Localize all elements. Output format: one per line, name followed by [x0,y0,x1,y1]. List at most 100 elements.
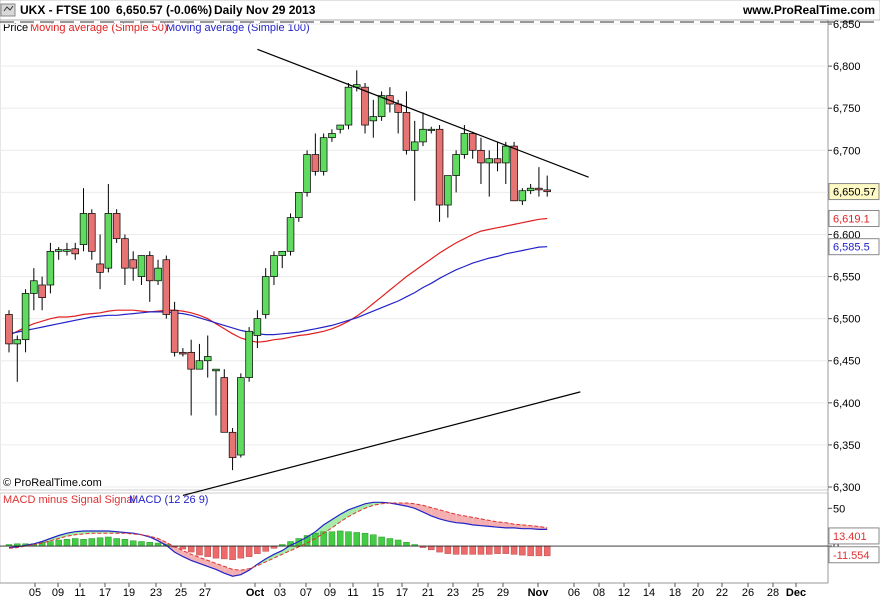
candle-body-up [63,249,71,252]
candle [237,373,245,458]
candle-body-up [104,213,113,269]
ma50-price-label: 6,619.1 [833,213,870,225]
candle [146,251,154,302]
candle-body-up [286,217,295,252]
candle [452,150,460,193]
macd-hist-bar-up [320,531,327,547]
candle [535,167,543,197]
x-tick-label: 11 [347,587,358,599]
candle-body-up [328,133,336,139]
macd-signal-fill [174,546,183,557]
candle [493,141,502,172]
candle-body-up [518,190,527,202]
x-tick-label: 27 [199,587,211,599]
last-price-label: 6,650.57 [833,187,876,199]
candle [5,310,13,353]
candle-body-up [502,145,510,164]
price-tick-label: 6,850 [833,19,861,31]
candle [129,251,137,281]
candle-body-up [419,128,427,143]
candle [278,250,286,269]
candle [419,112,427,147]
candle-body-down [220,377,229,433]
macd-signal-fill [331,514,341,528]
candle-body-up [295,192,303,218]
header-site[interactable]: www.ProRealTime.com [742,3,875,17]
macd-hist-bar-up [96,537,104,547]
header-quote: 6,650.57 (-0.06%) [116,3,212,17]
candle [485,150,493,197]
x-tick-label: 25 [175,587,187,599]
macd-hist-bar-down [469,545,476,555]
macd-signal-fill [439,509,448,522]
candle [261,268,270,319]
macd-hist-bar-up [47,541,54,547]
macd-signal-fill [414,503,423,513]
macd-hist-bar-up [129,540,137,547]
candle [286,213,295,256]
macd-hist-bar-down [229,545,236,560]
candle [328,129,336,142]
x-tick-label: 28 [767,587,779,599]
last-price-box [828,183,880,201]
legend-ma50: Moving average (Simple 50) [30,22,168,34]
x-tick-label: 12 [618,587,630,599]
candle [402,91,411,155]
candle-body-up [137,255,146,277]
candle [104,183,113,273]
candle [121,234,129,285]
x-tick-label: 23 [447,587,459,599]
macd-hist-bar-up [336,530,344,547]
macd-hist-bar-up [71,538,79,547]
macd-signal-fill [497,521,506,528]
macd-hist-bar-up [403,542,410,547]
candle-body-down [88,213,96,252]
candle-body-up [237,377,245,456]
macd-hist-bar-down [237,545,245,559]
candle-body-down [435,128,444,206]
macd-hist-bar-down [502,545,510,554]
candle-body-down [543,189,551,192]
x-tick-label: Oct [246,587,265,599]
candle-body-up [13,339,22,345]
macd-hist-bar-up [345,531,352,547]
candle [435,125,444,222]
candle-body-down [361,86,369,126]
x-tick-label: 09 [52,587,64,599]
candle-body-up [344,86,353,126]
candle-body-down [187,351,195,370]
macd-hist-bar-up [138,541,145,547]
candle [187,339,195,416]
macd-signal-fill [480,518,490,527]
candle [21,289,30,353]
x-tick-label: 19 [123,587,135,599]
x-tick-label: 17 [99,587,111,599]
macd-signal-fill [464,515,473,525]
candle [377,91,386,121]
macd-hist-bar-down [428,545,435,551]
ma100-price-label-box [828,238,880,256]
macd-signal-fill [273,550,283,559]
x-tick-label: Dec [786,587,806,599]
price-tick-label: 6,700 [833,145,861,157]
candle [79,188,88,252]
candle-body-up [319,137,328,172]
x-tick-label: 26 [742,587,754,599]
macd-hist-bar-up [378,536,385,547]
macd-hist-bar-up [113,538,120,547]
candle [88,209,96,260]
candle-body-down [179,351,187,355]
x-tick-label: 03 [274,587,286,599]
candle [460,125,469,159]
macd-hist-bar-down [527,545,534,557]
candle-body-down [228,431,237,458]
candle-body-up [21,293,30,341]
candle [228,428,237,471]
macd-hist-bar-up [105,536,112,547]
macd-signal-fill [83,530,92,534]
menu-icon[interactable] [0,3,16,17]
header-period: Daily Nov 29 2013 [214,3,316,17]
candle-body-up [195,360,204,370]
price-tick-label: 6,550 [833,272,861,284]
candle [319,133,328,176]
